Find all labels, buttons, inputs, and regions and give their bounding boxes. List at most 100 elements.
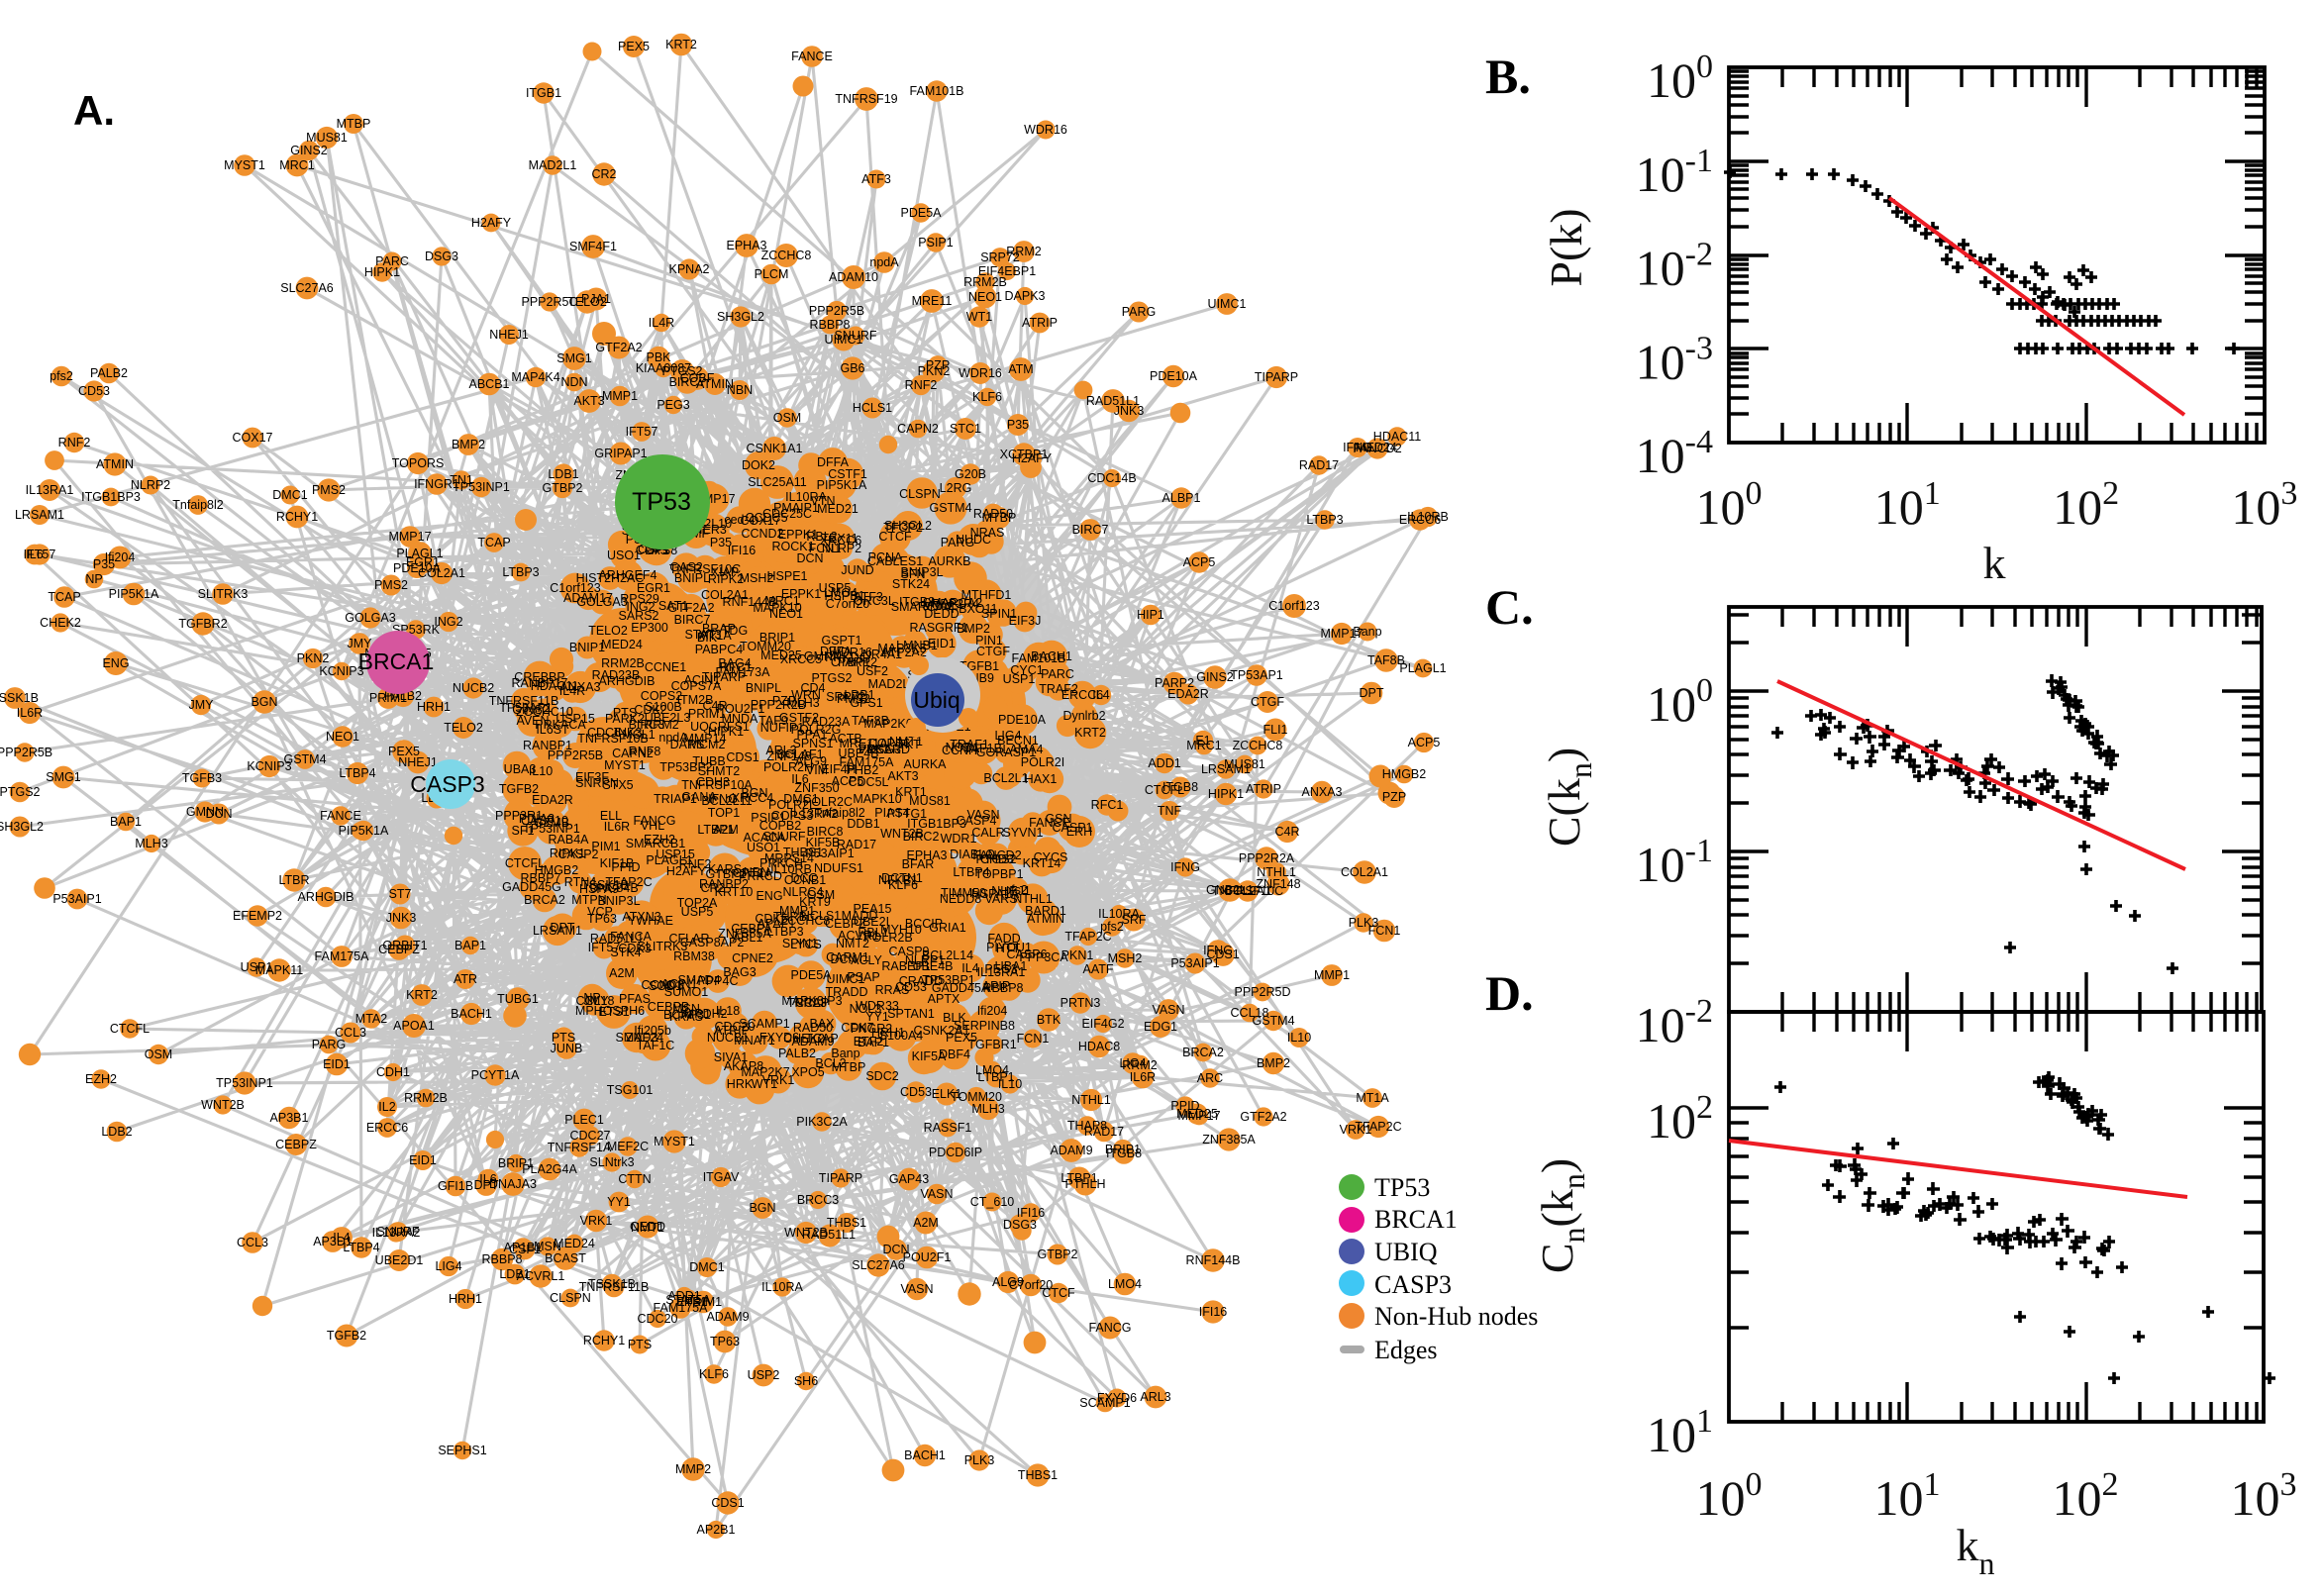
svg-text:LTBP1: LTBP1 — [977, 1070, 1014, 1084]
svg-text:IL10RA: IL10RA — [785, 490, 827, 504]
svg-text:SMG1: SMG1 — [46, 770, 80, 784]
svg-text:NBN: NBN — [744, 865, 769, 879]
svg-text:TAF1C: TAF1C — [637, 1039, 675, 1052]
svg-text:S100B: S100B — [645, 700, 682, 714]
svg-text:PLK3: PLK3 — [964, 1453, 995, 1467]
svg-text:CASP6: CASP6 — [1007, 948, 1048, 961]
svg-text:ZCCHC8: ZCCHC8 — [761, 249, 812, 262]
svg-text:RAD50: RAD50 — [973, 507, 1013, 521]
svg-text:GFI1B: GFI1B — [438, 1179, 473, 1193]
svg-text:RRAS: RRAS — [875, 983, 910, 997]
svg-text:PPID: PPID — [1170, 1099, 1199, 1113]
svg-text:THAP8: THAP8 — [1067, 1119, 1107, 1133]
svg-text:CCNH: CCNH — [942, 744, 977, 757]
svg-text:JUND: JUND — [841, 563, 873, 577]
svg-text:RBL2: RBL2 — [806, 530, 837, 544]
svg-text:UIMC1: UIMC1 — [825, 333, 863, 347]
svg-text:RBBP7: RBBP7 — [521, 871, 561, 885]
svg-text:SLC25A11: SLC25A11 — [748, 475, 807, 489]
svg-text:FCN1: FCN1 — [1017, 1032, 1050, 1046]
svg-text:ADAM9: ADAM9 — [706, 1310, 749, 1324]
svg-text:BCCIP: BCCIP — [905, 917, 943, 931]
svg-text:GTF2A2: GTF2A2 — [1240, 1110, 1286, 1124]
svg-text:BIRC8: BIRC8 — [807, 825, 844, 839]
svg-text:CDS1: CDS1 — [726, 750, 758, 764]
svg-text:RBBP8: RBBP8 — [810, 318, 851, 332]
svg-text:ATMIN: ATMIN — [1027, 912, 1064, 926]
svg-text:ORC3L: ORC3L — [854, 594, 895, 608]
svg-text:FADD: FADD — [987, 932, 1020, 946]
svg-text:PPP2R5C: PPP2R5C — [522, 295, 578, 309]
svg-text:SMARCA4: SMARCA4 — [891, 600, 951, 614]
svg-text:JMY: JMY — [584, 994, 610, 1008]
svg-text:KIF5B: KIF5B — [806, 836, 841, 849]
svg-text:MSN: MSN — [672, 1002, 700, 1016]
svg-text:FAM175A: FAM175A — [654, 1301, 709, 1315]
svg-text:MMP1: MMP1 — [602, 389, 638, 403]
svg-text:AKT3: AKT3 — [573, 394, 604, 408]
svg-text:D.: D. — [1485, 965, 1534, 1021]
svg-text:C7orf20: C7orf20 — [826, 597, 870, 611]
svg-text:FANCG: FANCG — [633, 814, 675, 828]
svg-text:BGN: BGN — [749, 1201, 775, 1215]
svg-text:PARP2: PARP2 — [1155, 676, 1194, 690]
svg-text:KLF6: KLF6 — [699, 1367, 729, 1381]
svg-text:POLR2B: POLR2B — [863, 931, 912, 945]
svg-text:PKN1: PKN1 — [1061, 948, 1094, 962]
svg-text:NHEJ1: NHEJ1 — [398, 755, 438, 769]
svg-text:HSPE1: HSPE1 — [767, 569, 808, 583]
svg-text:IL6: IL6 — [479, 1172, 496, 1186]
svg-text:CPNE2: CPNE2 — [732, 951, 773, 965]
svg-text:EFEMP2: EFEMP2 — [233, 909, 282, 923]
svg-text:CSNK1A1: CSNK1A1 — [747, 442, 803, 455]
svg-text:XRCC5: XRCC5 — [780, 652, 822, 666]
svg-text:Ifi204: Ifi204 — [977, 1004, 1008, 1018]
svg-text:POLR2I: POLR2I — [1021, 755, 1064, 769]
svg-text:ACACA: ACACA — [743, 831, 786, 845]
svg-text:DOK2: DOK2 — [742, 458, 775, 472]
svg-text:Banp: Banp — [831, 1047, 859, 1060]
svg-text:IL4R: IL4R — [649, 316, 674, 330]
svg-text:PLAGL1: PLAGL1 — [646, 853, 692, 867]
svg-text:ERCC6: ERCC6 — [366, 1121, 408, 1135]
svg-text:STAT5A: STAT5A — [665, 1293, 711, 1307]
svg-text:PTHLH: PTHLH — [1065, 1177, 1106, 1191]
svg-text:ARC: ARC — [1197, 1071, 1223, 1085]
svg-text:PRKDC: PRKDC — [825, 650, 868, 664]
svg-text:IL4: IL4 — [961, 961, 978, 975]
svg-text:CHEK2: CHEK2 — [783, 1032, 825, 1046]
svg-text:ACP5: ACP5 — [832, 774, 864, 788]
svg-text:C(kn): C(kn) — [1539, 748, 1598, 847]
svg-text:ORBIT1: ORBIT1 — [382, 939, 427, 952]
svg-text:PBK: PBK — [646, 350, 671, 364]
svg-text:NTHL1: NTHL1 — [1013, 892, 1053, 906]
svg-text:BNIPL: BNIPL — [674, 571, 710, 585]
svg-text:PSAP: PSAP — [847, 970, 879, 984]
svg-text:MADD: MADD — [842, 909, 878, 923]
svg-text:WDR16: WDR16 — [959, 366, 1002, 380]
svg-text:BRCA2: BRCA2 — [524, 893, 565, 907]
svg-text:CCL18: CCL18 — [1231, 1006, 1269, 1020]
svg-text:KRT2: KRT2 — [406, 988, 438, 1002]
svg-text:IL10: IL10 — [529, 764, 553, 778]
svg-text:MED21: MED21 — [817, 502, 858, 516]
svg-text:MMP17: MMP17 — [388, 530, 431, 544]
svg-text:VASN: VASN — [966, 808, 999, 822]
svg-text:SMAD3: SMAD3 — [615, 1031, 657, 1045]
svg-text:GAS2: GAS2 — [669, 560, 702, 574]
svg-text:PTS: PTS — [552, 1031, 575, 1045]
svg-text:ATRIP: ATRIP — [1246, 782, 1281, 796]
svg-text:APIP: APIP — [982, 979, 1011, 993]
svg-text:EDA2R: EDA2R — [1167, 687, 1209, 701]
svg-text:PIP5K1A: PIP5K1A — [109, 587, 159, 601]
svg-text:NOD1: NOD1 — [946, 741, 980, 754]
svg-text:HRH1: HRH1 — [449, 1292, 482, 1306]
svg-text:UBA3: UBA3 — [504, 762, 537, 776]
svg-text:LTBP3: LTBP3 — [502, 565, 539, 579]
svg-text:ANXA3: ANXA3 — [1302, 785, 1343, 799]
svg-text:MAPK11: MAPK11 — [255, 963, 303, 977]
svg-text:CYC1: CYC1 — [1010, 663, 1043, 677]
svg-text:COPS3: COPS3 — [771, 809, 813, 823]
svg-text:DBF4: DBF4 — [939, 1047, 970, 1061]
svg-text:IFT57: IFT57 — [24, 548, 56, 561]
